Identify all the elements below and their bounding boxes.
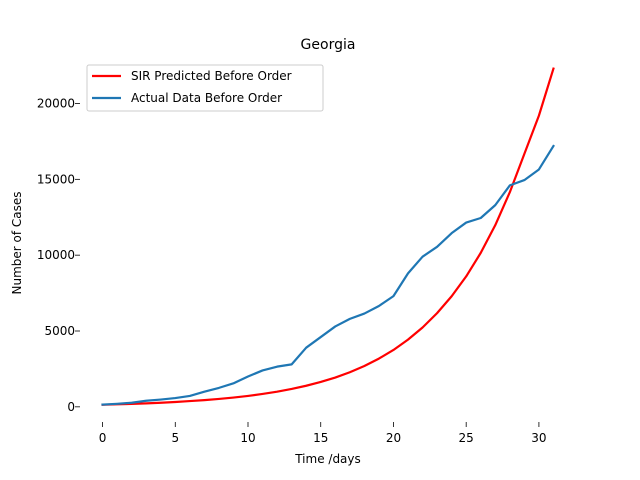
legend-frame — [86, 64, 324, 112]
series-line-2 — [101, 144, 555, 406]
x-tick-label: 5 — [171, 431, 179, 445]
x-axis-label: Time /days — [294, 452, 361, 466]
x-tick-label: 20 — [386, 431, 401, 445]
legend: SIR Predicted Before Order Actual Data Be… — [86, 64, 324, 112]
y-axis-label: Number of Cases — [10, 191, 24, 294]
chart-title: Georgia — [301, 37, 356, 53]
x-tick-label: 10 — [240, 431, 255, 445]
x-tick-label: 25 — [459, 431, 474, 445]
series-layer — [101, 67, 555, 406]
series-line-1 — [101, 67, 555, 406]
y-axis: 0 5000 10000 15000 20000 — [37, 97, 80, 414]
y-tick-label: 15000 — [37, 172, 75, 186]
y-tick-label: 0 — [67, 400, 75, 414]
x-tick-label: 0 — [99, 431, 107, 445]
y-tick-label: 5000 — [44, 324, 75, 338]
y-tick-label: 10000 — [37, 248, 75, 262]
legend-label-1: SIR Predicted Before Order — [131, 69, 292, 83]
x-tick-label: 30 — [531, 431, 546, 445]
legend-label-2: Actual Data Before Order — [131, 91, 282, 105]
x-tick-label: 15 — [313, 431, 328, 445]
x-axis: 0 5 10 15 20 25 30 — [99, 422, 547, 445]
y-tick-label: 20000 — [37, 97, 75, 111]
